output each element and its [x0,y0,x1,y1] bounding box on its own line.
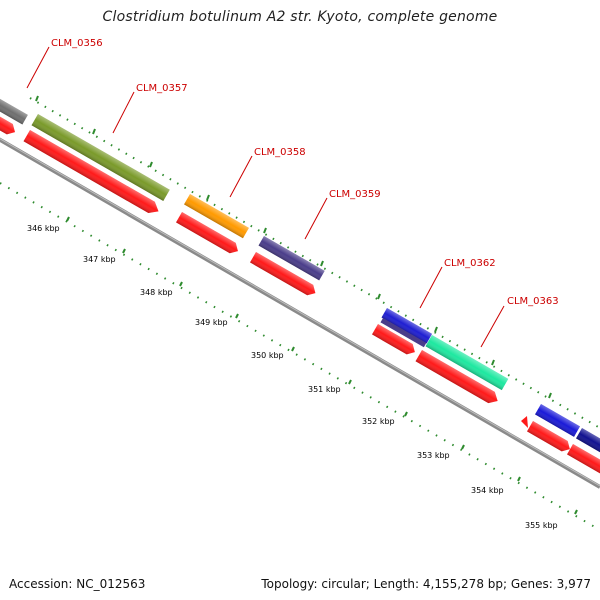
scale-label: 352 kbp [362,417,395,426]
gene-label-clm-0359[interactable]: CLM_0359 [329,189,381,200]
gene-label-clm-0356[interactable]: CLM_0356 [51,38,103,49]
cds-arrow-small[interactable] [521,416,528,428]
cds-arrows [0,112,600,477]
label-leaders [26,46,505,348]
genome-summary-text: Topology: circular; Length: 4,155,278 bp… [261,577,591,591]
gene-label-clm-0363[interactable]: CLM_0363 [507,296,559,307]
accession-text: Accession: NC_012563 [9,577,146,591]
gene-bar-strip [380,318,427,348]
scale-labels: 346 kbp 347 kbp 348 kbp 349 kbp 350 kbp … [27,224,558,530]
scale-label: 348 kbp [140,288,173,297]
scale-label: 349 kbp [195,318,228,327]
scale-label: 346 kbp [27,224,60,233]
genome-backbone [0,137,600,489]
scale-label: 355 kbp [525,521,558,530]
scale-label: 350 kbp [251,351,284,360]
scale-label: 351 kbp [308,385,341,394]
scale-label: 354 kbp [471,486,504,495]
scale-label: 353 kbp [417,451,450,460]
scale-label: 347 kbp [83,255,116,264]
gene-features [0,92,600,459]
inner-major-ticks [66,216,578,515]
map-title: Clostridium botulinum A2 str. Kyoto, com… [102,9,498,25]
gene-label-clm-0358[interactable]: CLM_0358 [254,147,306,158]
major-ticks [35,95,552,399]
tick-row-inner [0,182,600,531]
gene-labels: CLM_0356 CLM_0357 CLM_0358 CLM_0359 CLM_… [51,38,559,307]
gene-label-clm-0362[interactable]: CLM_0362 [444,258,496,269]
gene-label-clm-0357[interactable]: CLM_0357 [136,83,188,94]
